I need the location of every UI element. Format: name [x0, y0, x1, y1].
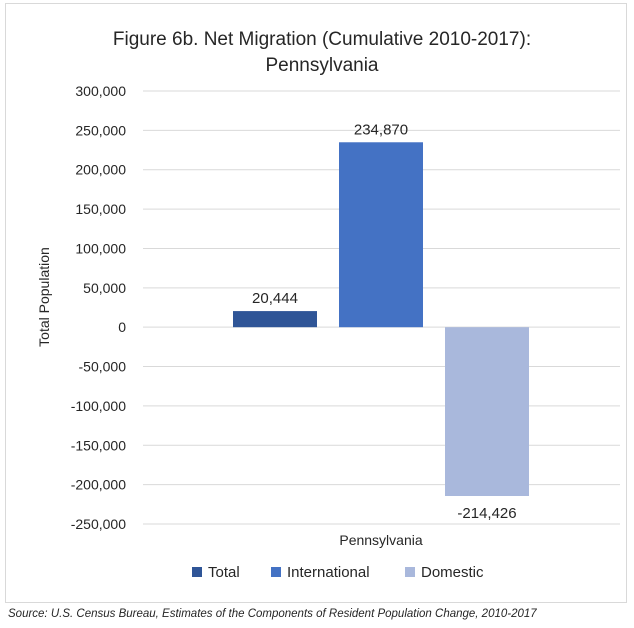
y-tick-label: 250,000: [75, 122, 126, 138]
chart-title: Figure 6b. Net Migration (Cumulative 201…: [113, 29, 531, 50]
chart-subtitle: Pennsylvania: [265, 55, 378, 76]
y-tick-label: 200,000: [75, 162, 126, 178]
y-tick-label: -250,000: [71, 516, 126, 532]
bar-total: [233, 311, 317, 328]
bar-international: [339, 142, 423, 328]
y-tick-label: 150,000: [75, 201, 126, 217]
data-label-domestic: -214,426: [457, 505, 516, 522]
y-tick-label: 0: [118, 319, 126, 335]
y-axis-title: Total Population: [36, 247, 52, 347]
legend-swatch-total: [192, 567, 202, 577]
y-tick-label: -150,000: [71, 437, 126, 453]
data-label-total: 20,444: [252, 290, 298, 307]
x-axis-category-label: Pennsylvania: [339, 532, 422, 548]
y-tick-label: 100,000: [75, 240, 126, 256]
y-tick-label: 50,000: [83, 280, 126, 296]
legend-swatch-domestic: [405, 567, 415, 577]
y-axis-ticks: 300,000 250,000 200,000 150,000 100,000 50,00…: [71, 83, 126, 532]
legend: Total International Domestic: [192, 564, 484, 581]
gridlines: [143, 90, 620, 525]
y-tick-label: 300,000: [75, 83, 126, 99]
bar-domestic: [445, 327, 529, 496]
data-label-international: 234,870: [354, 121, 408, 138]
legend-swatch-international: [271, 567, 281, 577]
bars: [233, 142, 529, 496]
y-tick-label: -100,000: [71, 398, 126, 414]
y-tick-label: -200,000: [71, 477, 126, 493]
legend-label-total: Total: [208, 564, 240, 581]
legend-label-domestic: Domestic: [421, 564, 484, 581]
chart-frame: [5, 3, 627, 603]
data-labels: 20,444 234,870 -214,426: [252, 121, 517, 522]
legend-label-international: International: [287, 564, 370, 581]
y-tick-label: -50,000: [79, 359, 127, 375]
source-note: Source: U.S. Census Bureau, Estimates of…: [8, 608, 537, 620]
